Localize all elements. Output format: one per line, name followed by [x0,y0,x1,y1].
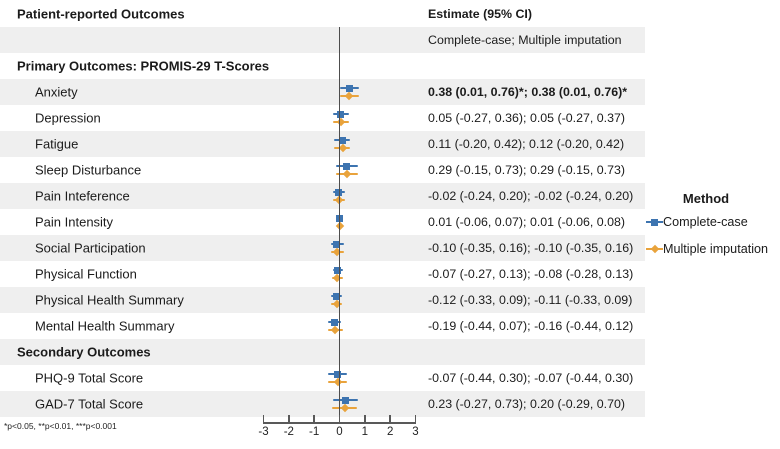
table-row-anxiety: Anxiety 0.38 (0.01, 0.76)*; 0.38 (0.01, 0… [0,79,645,105]
estimate-value: 0.23 (-0.27, 0.73); 0.20 (-0.29, 0.70) [428,397,625,411]
row-label: Sleep Disturbance [35,162,142,178]
row-label: Depression [35,110,101,126]
row-label: Patient-reported Outcomes [17,6,185,21]
table-row-primary-outcomes-promis-29-t-scores: Primary Outcomes: PROMIS-29 T-Scores [0,53,645,79]
legend-item-label: Complete-case [663,215,748,229]
table-row-complete-case-multiple-imputation: Complete-case; Multiple imputation [0,27,645,53]
table-row-fatigue: Fatigue 0.11 (-0.20, 0.42); 0.12 (-0.20, … [0,131,645,157]
table-row-depression: Depression 0.05 (-0.27, 0.36); 0.05 (-0.2… [0,105,645,131]
table-row-physical-function: Physical Function -0.07 (-0.27, 0.13); -0… [0,261,645,287]
x-axis-tick [313,415,315,422]
estimate-value: -0.19 (-0.44, 0.07); -0.16 (-0.44, 0.12) [428,319,634,333]
complete-case-marker square-icon [337,110,345,118]
estimate-column-header: Estimate (95% CI) [428,6,532,21]
legend-item-label: Multiple imputation [663,242,768,256]
complete-case-marker square-icon [334,266,342,274]
estimate-value: 0.01 (-0.06, 0.07); 0.01 (-0.06, 0.08) [428,215,625,229]
complete-case-marker square-icon [332,292,340,300]
legend-title: Method [682,191,730,206]
x-axis-tick [414,415,417,422]
x-axis-tick [262,415,265,422]
x-axis-tick [288,415,290,422]
row-label: Secondary Outcomes [17,344,151,360]
row-label: Mental Health Summary [35,318,175,334]
x-axis-tick-label: -3 [258,426,269,438]
row-label: Social Participation [35,240,146,256]
legend-item-complete-case: Complete-case [646,215,780,229]
complete-case-marker square-icon [345,84,353,92]
square-icon [646,216,663,228]
estimate-value: 0.29 (-0.15, 0.73); 0.29 (-0.15, 0.73) [428,163,625,177]
row-label: Fatigue [35,136,79,152]
x-axis-tick-label: 1 [361,426,369,438]
zero-reference-line [338,27,341,422]
x-axis-tick-label: 2 [386,426,394,438]
legend: Method Complete-case Multiple imputation [646,191,780,256]
table-row-phq-9-total-score: PHQ-9 Total Score -0.07 (-0.44, 0.30); -0… [0,365,645,391]
complete-case-marker square-icon [338,136,346,144]
table-row-pain-inteference: Pain Inteference -0.02 (-0.24, 0.20); -0.… [0,183,645,209]
table-row-mental-health-summary: Mental Health Summary -0.19 (-0.44, 0.07)… [0,313,645,339]
row-label: Physical Function [35,266,137,282]
table-row-gad-7-total-score: GAD-7 Total Score 0.23 (-0.27, 0.73); 0.2… [0,391,645,417]
pvalue-footnote: *p<0.05, **p<0.01, ***p<0.001 [4,421,117,431]
estimate-value: 0.11 (-0.20, 0.42); 0.12 (-0.20, 0.42) [428,137,625,151]
complete-case-marker square-icon [331,318,339,326]
table-row-sleep-disturbance: Sleep Disturbance 0.29 (-0.15, 0.73); 0.2… [0,157,645,183]
complete-case-marker square-icon [334,370,342,378]
row-label: Primary Outcomes: PROMIS-29 T-Scores [17,58,270,74]
row-label: Pain Intensity [35,214,114,230]
estimate-value: -0.02 (-0.24, 0.20); -0.02 (-0.24, 0.20) [428,189,634,203]
table-row-physical-health-summary: Physical Health Summary -0.12 (-0.33, 0.0… [0,287,645,313]
estimate-value: 0.05 (-0.27, 0.36); 0.05 (-0.27, 0.37) [428,111,625,125]
estimate-value: -0.07 (-0.44, 0.30); -0.07 (-0.44, 0.30) [428,371,634,385]
row-label: Physical Health Summary [35,292,184,308]
table-row-pain-intensity: Pain Intensity 0.01 (-0.06, 0.07); 0.01 (… [0,209,645,235]
complete-case-marker square-icon [341,396,349,404]
estimate-value: -0.07 (-0.27, 0.13); -0.08 (-0.28, 0.13) [428,267,634,281]
complete-case-marker square-icon [333,240,341,248]
diamond-icon [646,243,663,255]
row-label: Anxiety [35,84,78,100]
x-axis-tick-label: 3 [412,426,419,438]
estimate-value: -0.10 (-0.35, 0.16); -0.10 (-0.35, 0.16) [428,241,634,255]
x-axis-tick [364,415,366,422]
table-row-secondary-outcomes: Secondary Outcomes [0,339,645,365]
legend-item-multiple-imputation: Multiple imputation [646,242,780,256]
x-axis-tick [338,415,341,422]
table-row-social-participation: Social Participation -0.10 (-0.35, 0.16);… [0,235,645,261]
x-axis-line [262,422,417,424]
estimate-value: Complete-case; Multiple imputation [428,33,622,47]
x-axis-tick-label: -1 [309,426,320,438]
estimate-value: 0.38 (0.01, 0.76)*; 0.38 (0.01, 0.76)* [428,85,628,99]
row-label: PHQ-9 Total Score [35,370,144,386]
table-row-patient-reported-outcomes: Patient-reported Outcomes Estimate (95% C… [0,0,645,27]
x-axis-tick-label: 0 [336,426,343,438]
x-axis-tick-label: -2 [283,426,294,438]
row-label: Pain Inteference [35,188,130,204]
complete-case-marker square-icon [343,162,351,170]
row-label: GAD-7 Total Score [35,396,144,412]
x-axis-tick [389,415,391,422]
estimate-value: -0.12 (-0.33, 0.09); -0.11 (-0.33, 0.09) [428,293,633,307]
